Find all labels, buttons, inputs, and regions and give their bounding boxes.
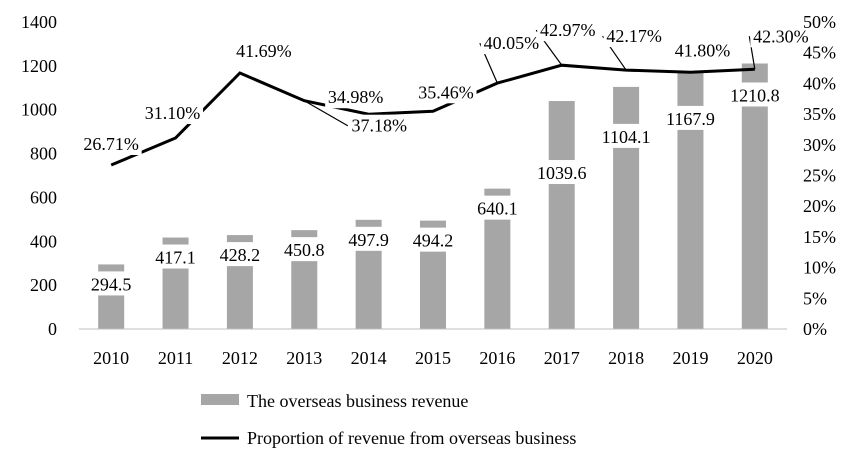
y-left-tick-600: 600 [30, 187, 57, 207]
legend: The overseas business revenue Proportion … [201, 391, 576, 448]
bar-2017 [548, 101, 575, 329]
bar-label-2013: 450.8 [284, 240, 325, 260]
y-right-tick-20%: 20% [803, 196, 836, 216]
bar-label-bg-2019 [659, 105, 722, 130]
y-right-tick-35%: 35% [803, 104, 836, 124]
legend-swatch-bar [201, 394, 239, 405]
leader-line-2013 [303, 100, 349, 127]
y-left-tick-1000: 1000 [21, 100, 57, 120]
line-label-bg-2018 [603, 25, 665, 48]
line-label-2011: 31.10% [145, 103, 201, 123]
bar-label-bg-2012 [213, 242, 266, 267]
bar-label-bg-2016 [471, 195, 524, 220]
x-tick-2012: 2012 [222, 348, 258, 368]
x-tick-2015: 2015 [415, 348, 451, 368]
line-label-2019: 41.80% [675, 40, 731, 60]
y-right-tick-40%: 40% [803, 73, 836, 93]
bar-label-bg-2013 [278, 237, 331, 262]
bar-label-2019: 1167.9 [666, 109, 715, 129]
bar-label-2015: 494.2 [413, 231, 454, 251]
line-label-bg-2014 [325, 86, 387, 109]
legend-label-line: Proportion of revenue from overseas busi… [247, 428, 576, 448]
y-right-tick-50%: 50% [803, 12, 836, 32]
x-tick-2019: 2019 [672, 348, 708, 368]
line-label-bg-2019 [671, 39, 733, 62]
line-label-bg-2017 [537, 19, 599, 42]
y-left-tick-200: 200 [30, 275, 57, 295]
bar-label-2020: 1210.8 [730, 85, 780, 105]
line-label-bg-2015 [415, 81, 477, 104]
x-tick-2018: 2018 [608, 348, 644, 368]
axes: 0 200 400 600 800 1000 1200 1400 0% 5% 10% 15% 20% 25… [21, 12, 836, 368]
line-label-2020: 42.30% [753, 26, 809, 46]
bar-label-2012: 428.2 [220, 245, 261, 265]
line-label-2012: 41.69% [236, 41, 292, 61]
line-label-2016: 40.05% [484, 33, 540, 53]
line-label-bg-2013 [348, 114, 410, 137]
y-right-tick-15%: 15% [803, 227, 836, 247]
x-tick-2017: 2017 [544, 348, 580, 368]
line-label-bg-2020 [750, 25, 812, 48]
x-tick-2016: 2016 [479, 348, 515, 368]
y-left-tick-1400: 1400 [21, 12, 57, 32]
line-label-2013: 37.18% [352, 116, 408, 136]
x-tick-2013: 2013 [286, 348, 322, 368]
line-label-bg-2010 [80, 133, 142, 156]
bar-label-2017: 1039.6 [537, 163, 587, 183]
y-left-tick-1200: 1200 [21, 56, 57, 76]
y-right-tick-25%: 25% [803, 166, 836, 186]
bar-label-2014: 497.9 [348, 230, 389, 250]
bar-label-bg-2011 [149, 244, 202, 269]
x-tick-2020: 2020 [737, 348, 773, 368]
bar-label-bg-2020 [724, 82, 786, 107]
bar-label-bg-2015 [407, 227, 459, 252]
line-label-2014: 34.98% [328, 87, 384, 107]
y-right-tick-45%: 45% [803, 43, 836, 63]
line-label-2017: 42.97% [540, 20, 596, 40]
line-label-2010: 26.71% [83, 134, 139, 154]
y-left-tick-400: 400 [30, 231, 57, 251]
bar-label-bg-2014 [342, 226, 395, 251]
x-tick-2010: 2010 [93, 348, 129, 368]
line-label-bg-2016 [480, 32, 542, 55]
line-proportion [110, 63, 755, 167]
y-right-tick-30%: 30% [803, 135, 836, 155]
line-label-bg-2012 [233, 40, 295, 63]
bar-label-2010: 294.5 [91, 274, 132, 294]
y-left-tick-0: 0 [48, 319, 57, 339]
bar-label-2011: 417.1 [155, 248, 196, 268]
bar-label-bg-2010 [85, 271, 138, 296]
line-label-2018: 42.17% [606, 26, 662, 46]
legend-label-bar: The overseas business revenue [247, 391, 468, 411]
bar-label-2018: 1104.1 [602, 127, 651, 147]
leader-line-2020 [748, 36, 756, 70]
line-label-2015: 35.46% [418, 82, 474, 102]
x-tick-2011: 2011 [158, 348, 193, 368]
data-labels: 294.5 417.1 428.2 450.8 497.9 494.2 640.1 1039.… [80, 19, 812, 296]
y-left-tick-800: 800 [30, 144, 57, 164]
bar-2018 [613, 86, 640, 329]
line-series [110, 63, 755, 167]
bar-label-bg-2018 [595, 123, 657, 148]
line-label-bg-2011 [142, 102, 204, 125]
x-tick-2014: 2014 [351, 348, 387, 368]
bar-label-bg-2017 [531, 160, 593, 185]
bar-label-2016: 640.1 [477, 199, 518, 219]
y-right-tick-10%: 10% [803, 258, 836, 278]
y-right-tick-0%: 0% [803, 319, 827, 339]
y-right-tick-5%: 5% [803, 288, 827, 308]
bar-2020 [741, 63, 768, 329]
